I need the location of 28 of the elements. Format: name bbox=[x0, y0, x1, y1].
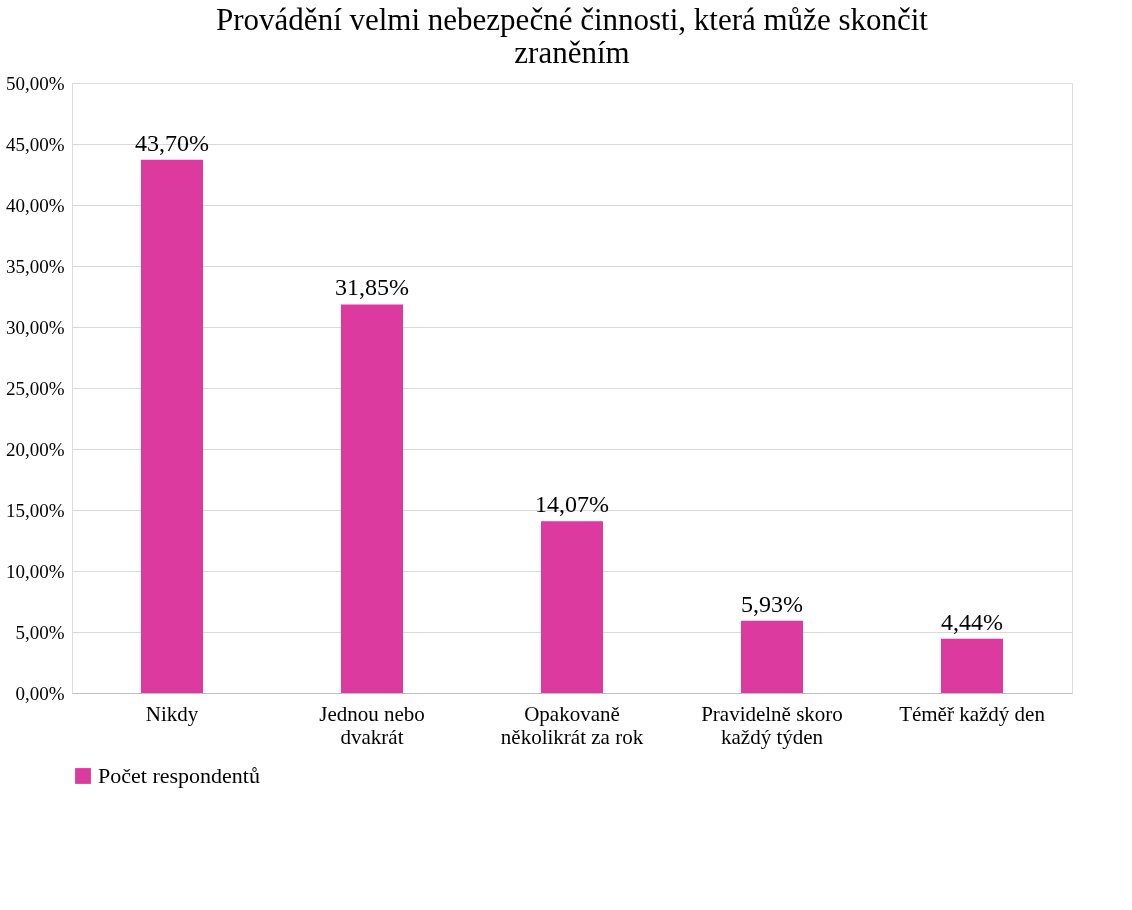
text: 4,44% bbox=[941, 608, 1003, 635]
bar bbox=[341, 304, 403, 693]
bar bbox=[541, 521, 603, 693]
chart-title: Provádění velmi nebezpečné činnosti, která může skončit zraněním bbox=[216, 2, 929, 70]
bar bbox=[941, 638, 1003, 693]
x-tick-label: Téměř každý den bbox=[899, 701, 1046, 726]
text: 31,85% bbox=[335, 274, 409, 301]
x-tick-label: Jednou nebo dvakrát bbox=[319, 701, 425, 749]
x-tick-label: Pravidelně skoro každý týden bbox=[701, 701, 843, 749]
text: 14,07% bbox=[535, 491, 609, 518]
y-tick-label: 15,00% bbox=[5, 499, 65, 521]
legend-label: Počet respondentů bbox=[98, 763, 260, 788]
y-tick-label: 45,00% bbox=[5, 133, 65, 155]
x-tick-label: Opakovaně několikrát za rok bbox=[500, 701, 644, 749]
y-tick-label: 30,00% bbox=[5, 316, 65, 338]
y-tick-label: 25,00% bbox=[5, 377, 65, 399]
y-tick-label: 50,00% bbox=[5, 72, 65, 94]
bar bbox=[141, 159, 203, 693]
x-tick-label: Nikdy bbox=[145, 701, 199, 726]
text: 43,70% bbox=[135, 129, 209, 156]
bar bbox=[741, 620, 803, 693]
y-tick-label: 40,00% bbox=[5, 194, 65, 216]
y-tick-label: 20,00% bbox=[5, 438, 65, 460]
y-tick-label: 5,00% bbox=[15, 621, 65, 643]
y-tick-label: 10,00% bbox=[5, 560, 65, 582]
y-tick-label: 35,00% bbox=[5, 255, 65, 277]
y-tick-label: 0,00% bbox=[15, 682, 65, 704]
text: 5,93% bbox=[741, 590, 803, 617]
